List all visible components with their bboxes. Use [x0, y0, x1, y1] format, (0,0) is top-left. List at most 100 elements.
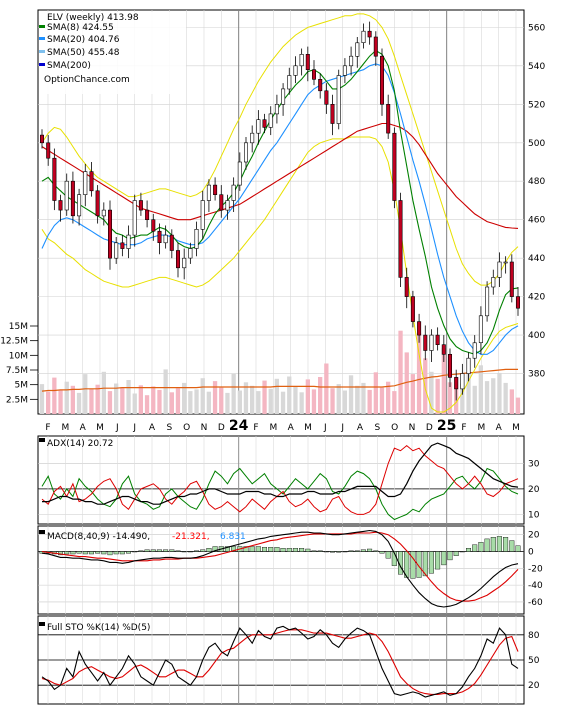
price-x-tick: J [340, 423, 344, 433]
macd-histogram-bar [490, 537, 496, 552]
candle-body [52, 157, 57, 201]
candle-body [392, 132, 397, 201]
candle-body [466, 357, 471, 374]
volume-bar [225, 392, 230, 414]
price-grid [38, 10, 524, 414]
macd-histogram-bar [138, 550, 144, 552]
candle-body [169, 234, 174, 251]
macd-signal-line [41, 531, 519, 602]
candle-body [256, 119, 261, 134]
macd-histogram-bar [496, 536, 502, 552]
indicator-y-tick: 20 [528, 681, 540, 691]
macd-histogram-bar [169, 549, 175, 552]
volume-bar [268, 388, 273, 414]
macd-histogram-bar [163, 549, 169, 552]
macd-histogram-bar [292, 548, 298, 552]
bollinger-lower-line [41, 136, 519, 413]
candle-body [379, 55, 384, 105]
macd-histogram-bar [342, 551, 348, 553]
stochastic-panel: 80 50 20 Full STO %K(14) %D(5) [37, 615, 540, 705]
volume-bar [503, 382, 508, 414]
macd-histogram-bar [200, 549, 206, 552]
volume-y-tick: 5M [15, 381, 29, 391]
legend-symbol: ELV (weekly) 413.98 [47, 13, 139, 23]
candle-body [417, 321, 422, 336]
macd-histogram-bar [484, 538, 490, 552]
legend-sma50: SMA(50) 455.48 [47, 48, 120, 58]
candle-body [404, 277, 409, 297]
candle-body [497, 261, 502, 278]
volume-bar [379, 387, 385, 414]
macd-histogram-bar [422, 551, 428, 577]
macd-histogram-bar [70, 551, 76, 555]
sto-k-line [41, 625, 519, 698]
macd-histogram-bar [385, 551, 391, 559]
macd-histogram-bar [379, 551, 385, 554]
price-x-tick: S [374, 423, 380, 433]
macd-histogram-bar [156, 549, 162, 552]
price-legend: ELV (weekly) 413.98 SMA(8) 424.55 SMA(20… [39, 12, 186, 94]
candle-body [361, 30, 366, 44]
macd-histogram-bar [447, 551, 453, 561]
price-x-tick: O [183, 423, 190, 433]
candle-body [503, 261, 508, 264]
volume-bar [472, 385, 477, 414]
price-x-tick: M [477, 423, 485, 433]
candle-body [515, 296, 520, 309]
sto-d-line [41, 629, 519, 695]
macd-histogram-bar [509, 540, 515, 552]
macd-histogram-bar [231, 546, 237, 552]
candle-body [299, 53, 304, 67]
price-y-tick: 380 [528, 370, 545, 380]
volume-bar [101, 371, 106, 414]
macd-histogram-bar [348, 550, 354, 552]
price-y-tick: 520 [528, 100, 545, 110]
candle-body [293, 65, 298, 76]
volume-bar [318, 377, 323, 414]
candle-body [46, 142, 51, 159]
volume-bar [373, 372, 378, 414]
candle-body [132, 200, 137, 236]
macd-histogram-bar [76, 551, 82, 554]
volume-bar [52, 377, 57, 414]
macd-histogram-bar [305, 548, 311, 552]
adx-panel: 30 20 10 ADX(14) 20.72 [37, 435, 540, 525]
volume-bar [169, 392, 174, 414]
macd-line [41, 529, 519, 608]
volume-bar [58, 390, 63, 414]
price-x-tick: 25 [437, 418, 456, 434]
macd-histogram-bar [107, 551, 113, 556]
macd-histogram-bar [224, 546, 230, 552]
candle-body [237, 161, 242, 186]
candle-body [262, 119, 267, 128]
legend-swatch-sma8 [39, 25, 45, 28]
macd-histogram-bar [243, 546, 249, 552]
indicator-y-tick: 0 [528, 548, 534, 558]
macd-histogram-bar [428, 551, 434, 574]
candle-body [83, 171, 88, 196]
adx-legend: ADX(14) 20.72 [47, 439, 113, 449]
candle-body [274, 104, 279, 115]
macd-histogram-bar [373, 550, 379, 552]
candle-body [200, 200, 205, 230]
macd-y-axis: 20 0 -20 -40 -60 [528, 531, 543, 608]
macd-histogram-bar [125, 551, 131, 554]
sma50-line [41, 122, 519, 229]
volume-bar [280, 391, 286, 414]
price-x-tick: 24 [229, 418, 249, 434]
price-x-tick: J [115, 423, 119, 433]
volume-average-line [41, 368, 518, 392]
volume-bar [497, 372, 502, 414]
candle-body [250, 132, 255, 144]
macd-histogram-bar [311, 550, 317, 552]
volume-y-tick: 15M [9, 322, 28, 332]
candle-body [244, 142, 249, 163]
volume-bar [404, 352, 409, 414]
macd-histogram-bar [410, 551, 416, 579]
legend-sma20: SMA(20) 404.76 [47, 35, 120, 45]
volume-bar [342, 390, 347, 414]
macd-frame [37, 525, 525, 615]
price-x-tick: M [304, 423, 312, 433]
candle-body [311, 69, 316, 80]
legend-swatch-sma20 [39, 37, 45, 40]
